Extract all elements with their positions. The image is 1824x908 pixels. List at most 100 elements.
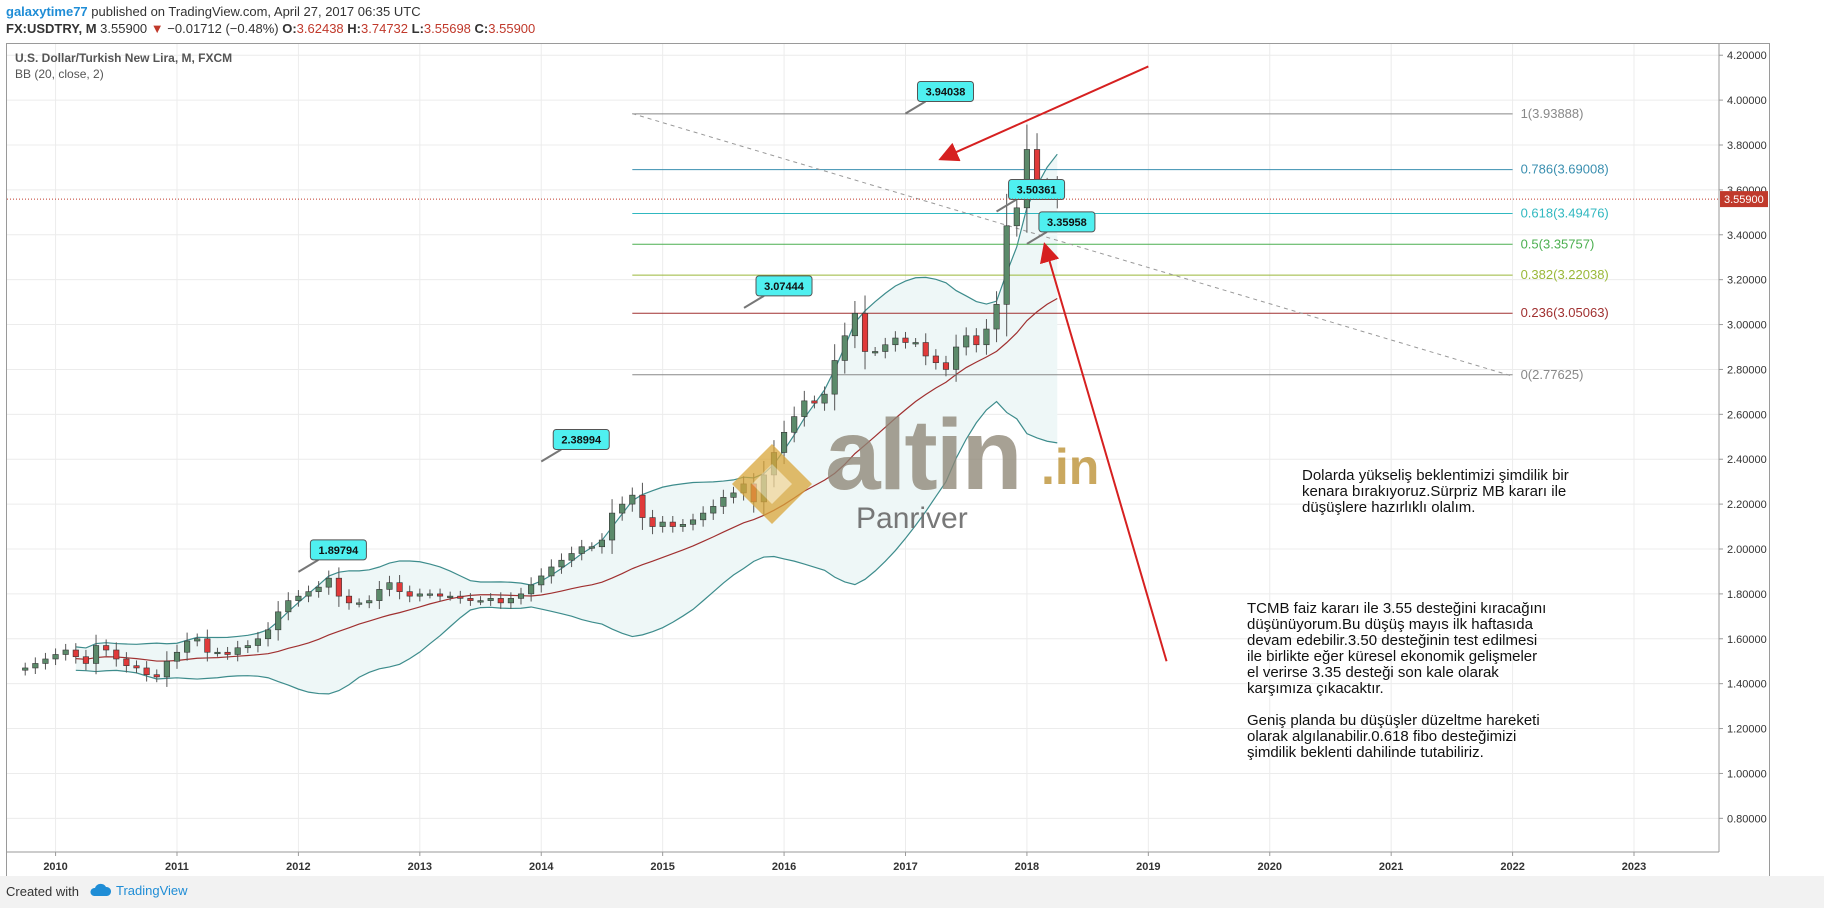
candle-body bbox=[163, 660, 170, 678]
ohlc-line: FX:USDTRY, M 3.55900 ▼ −0.01712 (−0.48%)… bbox=[6, 21, 535, 36]
candle-body bbox=[315, 586, 322, 592]
time-tick-label: 2011 bbox=[165, 861, 189, 873]
candle-body bbox=[285, 600, 292, 613]
candle-body bbox=[791, 416, 798, 433]
candle-body bbox=[669, 521, 676, 527]
price-chart[interactable]: 1(3.93888) 0.786(3.69008) 0.618(3.49476) 0.… bbox=[7, 44, 1769, 877]
callout-label: 1.89794 bbox=[319, 545, 360, 557]
price-tick-label: 1.80000 bbox=[1727, 589, 1767, 601]
last-price-tag bbox=[1720, 191, 1768, 208]
candle-body bbox=[963, 335, 970, 348]
callout-pointer bbox=[1026, 230, 1048, 245]
candle-body bbox=[578, 546, 585, 554]
candle-body bbox=[497, 598, 504, 604]
publish-info: published on TradingView.com, April 27, … bbox=[91, 4, 421, 19]
candle-body bbox=[457, 595, 464, 599]
candle-body bbox=[953, 346, 960, 370]
candle-body bbox=[720, 497, 727, 507]
candle-body bbox=[396, 582, 403, 592]
candle-body bbox=[447, 595, 454, 598]
candle-body bbox=[710, 506, 717, 514]
price-tick-label: 4.20000 bbox=[1727, 50, 1767, 62]
candle-body bbox=[214, 651, 221, 655]
last-price-label: 3.55900 bbox=[1724, 194, 1764, 206]
candle-body bbox=[305, 591, 312, 597]
candle-body bbox=[528, 584, 535, 595]
price-tick-label: 1.00000 bbox=[1727, 768, 1767, 780]
candle-body bbox=[22, 667, 29, 671]
open-label: O: bbox=[282, 21, 297, 36]
trend-line bbox=[632, 113, 1513, 377]
candle-body bbox=[1003, 225, 1010, 305]
author-link[interactable]: galaxytime77 bbox=[6, 4, 88, 19]
candle-body bbox=[942, 362, 950, 370]
red-arrow-bottom bbox=[1040, 242, 1168, 662]
candle-body bbox=[72, 649, 79, 658]
candle-body bbox=[801, 400, 808, 417]
price-tick-label: 3.20000 bbox=[1727, 275, 1767, 287]
watermark-tld: .in bbox=[1041, 439, 1100, 495]
candle-body bbox=[416, 593, 423, 597]
candle-body bbox=[730, 492, 737, 498]
price-tick-label: 2.20000 bbox=[1727, 499, 1767, 511]
price-tick-label: 2.80000 bbox=[1727, 364, 1767, 376]
callout-box bbox=[309, 539, 367, 561]
candle-body bbox=[851, 313, 858, 337]
candle-body bbox=[932, 355, 939, 364]
candle-body bbox=[366, 600, 373, 604]
candle-body bbox=[700, 512, 707, 521]
bb-upper-band bbox=[75, 153, 1058, 649]
candle-body bbox=[275, 611, 282, 631]
callout-box bbox=[755, 275, 813, 297]
candle-body bbox=[295, 595, 302, 601]
candle-body bbox=[781, 431, 788, 453]
candle-body bbox=[639, 494, 646, 518]
bb-fill bbox=[75, 154, 1058, 694]
candle-body bbox=[609, 512, 616, 541]
last-price: 3.55900 bbox=[100, 21, 148, 36]
bb-basis bbox=[75, 298, 1058, 662]
cloud-icon bbox=[90, 883, 112, 896]
candle-body bbox=[598, 539, 606, 548]
callout-pointer bbox=[540, 448, 562, 463]
open-value: 3.62438 bbox=[296, 21, 344, 36]
price-tick-label: 0.80000 bbox=[1727, 813, 1767, 825]
tradingview-link[interactable]: TradingView bbox=[88, 882, 188, 898]
candle-body bbox=[153, 674, 160, 678]
price-tick-label: 1.40000 bbox=[1727, 679, 1767, 691]
callout-label: 3.94038 bbox=[926, 86, 966, 98]
red-arrow-top bbox=[938, 65, 1149, 162]
candle-body bbox=[689, 519, 697, 525]
candle-body bbox=[477, 600, 484, 603]
candle-body bbox=[173, 651, 181, 662]
candle-body bbox=[892, 337, 899, 346]
candle-body bbox=[517, 593, 525, 599]
callout-pointer bbox=[743, 294, 765, 309]
high-value: 3.74732 bbox=[361, 21, 409, 36]
callout-box bbox=[1038, 211, 1096, 233]
chart-area[interactable]: 1(3.93888) 0.786(3.69008) 0.618(3.49476) 0.… bbox=[6, 43, 1770, 878]
candle-body bbox=[679, 524, 686, 527]
symbol-label: FX:USDTRY, M bbox=[6, 21, 97, 36]
tradingview-label: TradingView bbox=[116, 882, 188, 898]
candle-body bbox=[558, 559, 565, 568]
candle-body bbox=[487, 598, 494, 601]
candle-body bbox=[32, 663, 39, 669]
callout-pointer bbox=[996, 198, 1018, 213]
time-tick-label: 2017 bbox=[893, 861, 917, 873]
low-label: L: bbox=[411, 21, 424, 36]
change-value: −0.01712 (−0.48%) bbox=[167, 21, 279, 36]
price-tick-label: 4.00000 bbox=[1727, 95, 1767, 107]
callout-box bbox=[916, 80, 974, 102]
candle-body bbox=[264, 629, 272, 640]
callout-box bbox=[552, 428, 610, 450]
candle-body bbox=[831, 360, 838, 395]
candle-body bbox=[42, 658, 49, 664]
close-label: C: bbox=[474, 21, 489, 36]
price-tick-label: 3.00000 bbox=[1727, 320, 1767, 332]
candle-body bbox=[1023, 149, 1030, 209]
candle-body bbox=[821, 393, 828, 404]
candle-body bbox=[882, 344, 889, 352]
time-tick-label: 2022 bbox=[1500, 861, 1524, 873]
price-tick-label: 3.80000 bbox=[1727, 140, 1767, 152]
